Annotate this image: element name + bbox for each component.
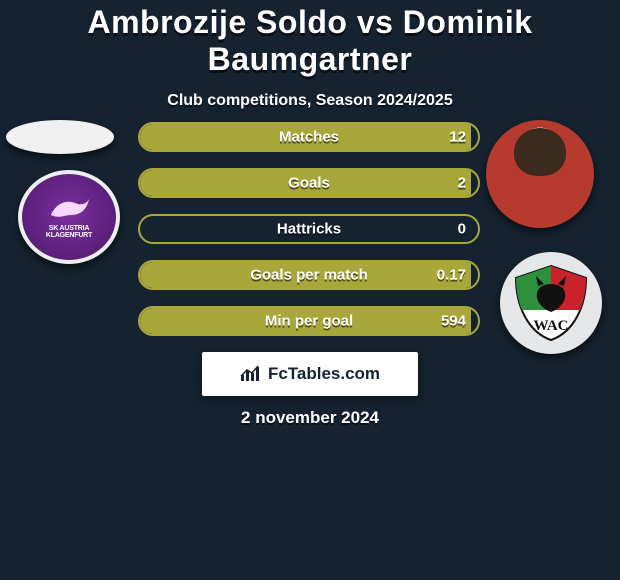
stat-bars: Matches 12 Goals 2 Hattricks 0 Goals per… xyxy=(138,122,480,352)
left-club-label-top: SK AUSTRIA xyxy=(49,225,90,232)
bar-chart-icon xyxy=(240,365,262,383)
stat-bar: Hattricks 0 xyxy=(138,214,480,244)
stat-value: 0.17 xyxy=(437,267,466,284)
date-text: 2 november 2024 xyxy=(241,408,379,428)
stat-value: 594 xyxy=(441,313,466,330)
stat-bar: Matches 12 xyxy=(138,122,480,152)
stat-label: Matches xyxy=(279,129,339,146)
stat-value: 12 xyxy=(449,129,466,146)
brand-box: FcTables.com xyxy=(202,352,418,396)
stat-bar: Goals per match 0.17 xyxy=(138,260,480,290)
stat-label: Goals per match xyxy=(250,267,368,284)
stat-bar: Goals 2 xyxy=(138,168,480,198)
dragon-icon xyxy=(47,195,91,223)
page-subtitle: Club competitions, Season 2024/2025 xyxy=(0,92,620,110)
right-club-short: WAC xyxy=(533,318,568,334)
wolf-shield-icon: WAC xyxy=(508,260,594,346)
stat-value: 2 xyxy=(458,175,466,192)
stat-value: 0 xyxy=(458,221,466,238)
right-club-logo: WAC xyxy=(500,252,602,354)
stat-label: Min per goal xyxy=(265,313,353,330)
left-club-label-bottom: KLAGENFURT xyxy=(46,232,92,239)
left-player-avatar xyxy=(6,120,114,154)
stat-label: Hattricks xyxy=(277,221,341,238)
stat-label: Goals xyxy=(288,175,330,192)
infographic-root: Ambrozije Soldo vs Dominik Baumgartner C… xyxy=(0,0,620,580)
left-club-logo: SK AUSTRIA KLAGENFURT xyxy=(18,170,120,264)
brand-text: FcTables.com xyxy=(268,364,380,384)
stat-bar: Min per goal 594 xyxy=(138,306,480,336)
right-player-avatar xyxy=(486,120,594,228)
page-title: Ambrozije Soldo vs Dominik Baumgartner xyxy=(0,4,620,78)
